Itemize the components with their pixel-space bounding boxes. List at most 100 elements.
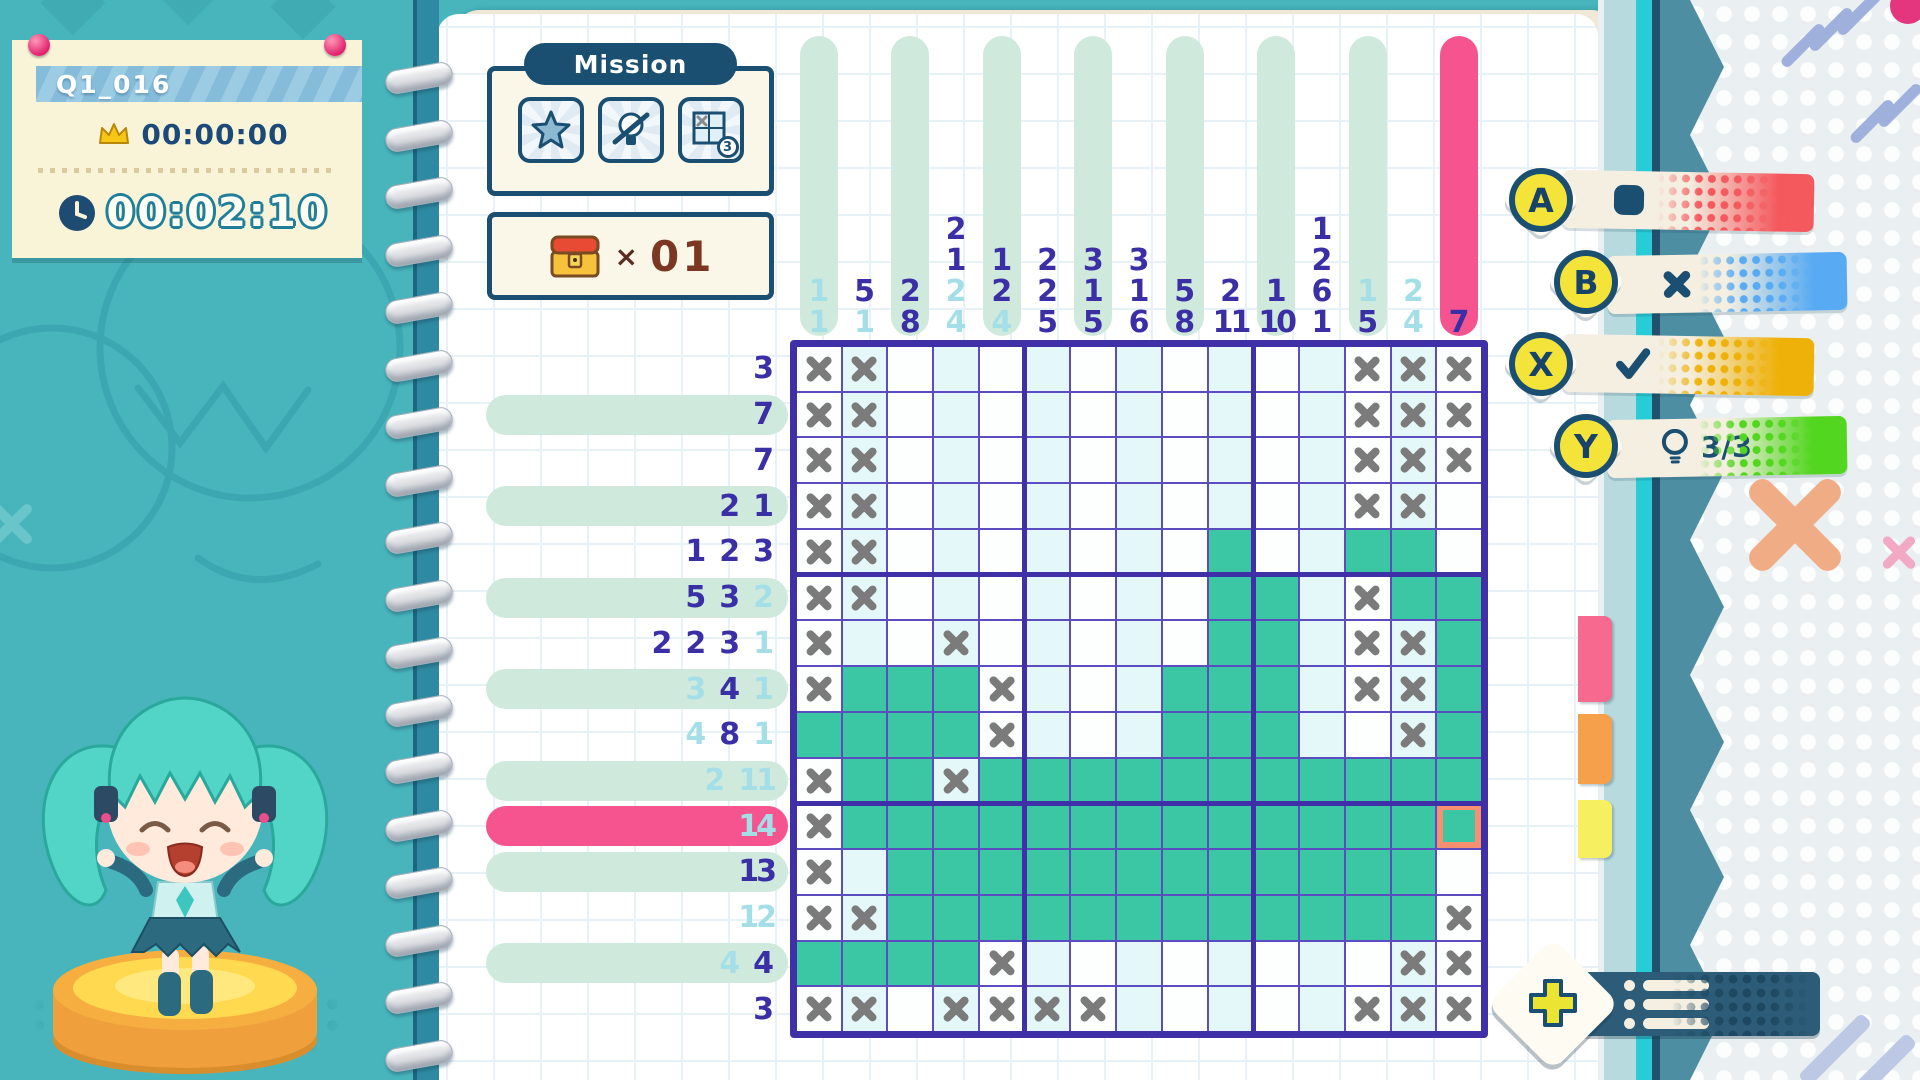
cell-r8-c9[interactable] [1162, 667, 1207, 711]
cell-r3-c13[interactable] [1345, 438, 1390, 483]
cell-r4-c11[interactable] [1254, 484, 1299, 528]
cell-r1-c3[interactable] [888, 347, 933, 391]
cell-r2-c14[interactable] [1391, 392, 1436, 437]
cell-r1-c13[interactable] [1345, 347, 1390, 391]
cell-r2-c11[interactable] [1254, 392, 1299, 437]
cell-r6-c13[interactable] [1345, 575, 1390, 620]
cell-r10-c3[interactable] [888, 758, 933, 803]
cell-r9-c1[interactable] [797, 712, 841, 757]
cell-r6-c7[interactable] [1071, 575, 1116, 620]
cell-r1-c10[interactable] [1208, 347, 1253, 391]
cell-r10-c12[interactable] [1300, 758, 1344, 803]
cell-r10-c13[interactable] [1345, 758, 1390, 803]
cell-r8-c12[interactable] [1300, 667, 1344, 711]
cell-r13-c13[interactable] [1345, 895, 1390, 940]
cell-r9-c10[interactable] [1208, 712, 1253, 757]
cell-r12-c5[interactable] [979, 850, 1024, 894]
cell-r10-c1[interactable] [797, 758, 841, 803]
cell-r2-c12[interactable] [1300, 392, 1344, 437]
cell-r7-c10[interactable] [1208, 621, 1253, 666]
cell-r11-c15[interactable] [1437, 804, 1481, 849]
cell-r10-c11[interactable] [1254, 758, 1299, 803]
cell-r4-c10[interactable] [1208, 484, 1253, 528]
cell-r11-c8[interactable] [1117, 804, 1161, 849]
cell-r6-c9[interactable] [1162, 575, 1207, 620]
cell-r13-c8[interactable] [1117, 895, 1161, 940]
cell-r15-c11[interactable] [1254, 987, 1299, 1031]
cell-r2-c8[interactable] [1117, 392, 1161, 437]
cell-r7-c12[interactable] [1300, 621, 1344, 666]
cell-r3-c8[interactable] [1117, 438, 1161, 483]
cell-r12-c11[interactable] [1254, 850, 1299, 894]
button-y[interactable]: Y [1546, 406, 1626, 486]
cell-r15-c3[interactable] [888, 987, 933, 1031]
cell-r9-c6[interactable] [1025, 712, 1070, 757]
cell-r7-c5[interactable] [979, 621, 1024, 666]
cell-r15-c14[interactable] [1391, 987, 1436, 1031]
cell-r5-c4[interactable] [934, 529, 978, 574]
cell-r11-c6[interactable] [1025, 804, 1070, 849]
cell-r7-c15[interactable] [1437, 621, 1481, 666]
cell-r6-c5[interactable] [979, 575, 1024, 620]
cell-r13-c2[interactable] [842, 895, 887, 940]
cell-r1-c12[interactable] [1300, 347, 1344, 391]
puzzle-grid[interactable] [790, 340, 1488, 1038]
cell-r3-c11[interactable] [1254, 438, 1299, 483]
cell-r12-c10[interactable] [1208, 850, 1253, 894]
cell-r15-c5[interactable] [979, 987, 1024, 1031]
cell-r3-c6[interactable] [1025, 438, 1070, 483]
cell-r8-c2[interactable] [842, 667, 887, 711]
cell-r7-c7[interactable] [1071, 621, 1116, 666]
cell-r4-c14[interactable] [1391, 484, 1436, 528]
cell-r13-c11[interactable] [1254, 895, 1299, 940]
cell-r9-c12[interactable] [1300, 712, 1344, 757]
cell-r10-c14[interactable] [1391, 758, 1436, 803]
cell-r3-c9[interactable] [1162, 438, 1207, 483]
cell-r2-c9[interactable] [1162, 392, 1207, 437]
cell-r12-c9[interactable] [1162, 850, 1207, 894]
cell-r14-c10[interactable] [1208, 941, 1253, 986]
cell-r13-c10[interactable] [1208, 895, 1253, 940]
cell-r11-c3[interactable] [888, 804, 933, 849]
cell-r2-c2[interactable] [842, 392, 887, 437]
cell-r7-c8[interactable] [1117, 621, 1161, 666]
button-x[interactable]: X [1501, 324, 1581, 404]
cell-r12-c14[interactable] [1391, 850, 1436, 894]
cell-r14-c11[interactable] [1254, 941, 1299, 986]
cell-r12-c3[interactable] [888, 850, 933, 894]
cell-r3-c1[interactable] [797, 438, 841, 483]
cell-r11-c2[interactable] [842, 804, 887, 849]
cell-r12-c2[interactable] [842, 850, 887, 894]
cell-r10-c8[interactable] [1117, 758, 1161, 803]
cell-r9-c2[interactable] [842, 712, 887, 757]
cell-r12-c8[interactable] [1117, 850, 1161, 894]
cell-r14-c6[interactable] [1025, 941, 1070, 986]
cell-r14-c3[interactable] [888, 941, 933, 986]
cell-r15-c15[interactable] [1437, 987, 1481, 1031]
cell-r15-c13[interactable] [1345, 987, 1390, 1031]
cell-r4-c5[interactable] [979, 484, 1024, 528]
cell-r13-c12[interactable] [1300, 895, 1344, 940]
cell-r13-c7[interactable] [1071, 895, 1116, 940]
cell-r1-c7[interactable] [1071, 347, 1116, 391]
cell-r8-c15[interactable] [1437, 667, 1481, 711]
cell-r3-c12[interactable] [1300, 438, 1344, 483]
cell-r5-c14[interactable] [1391, 529, 1436, 574]
cell-r6-c14[interactable] [1391, 575, 1436, 620]
cell-r3-c5[interactable] [979, 438, 1024, 483]
cell-r3-c3[interactable] [888, 438, 933, 483]
cell-r1-c4[interactable] [934, 347, 978, 391]
cell-r10-c4[interactable] [934, 758, 978, 803]
cell-r14-c8[interactable] [1117, 941, 1161, 986]
cell-r1-c8[interactable] [1117, 347, 1161, 391]
cell-r13-c3[interactable] [888, 895, 933, 940]
cell-r15-c1[interactable] [797, 987, 841, 1031]
cell-r13-c4[interactable] [934, 895, 978, 940]
cell-r13-c6[interactable] [1025, 895, 1070, 940]
cell-r2-c4[interactable] [934, 392, 978, 437]
cell-r14-c5[interactable] [979, 941, 1024, 986]
cell-r9-c8[interactable] [1117, 712, 1161, 757]
cell-r10-c2[interactable] [842, 758, 887, 803]
cell-r3-c4[interactable] [934, 438, 978, 483]
button-a[interactable]: A [1501, 160, 1581, 240]
